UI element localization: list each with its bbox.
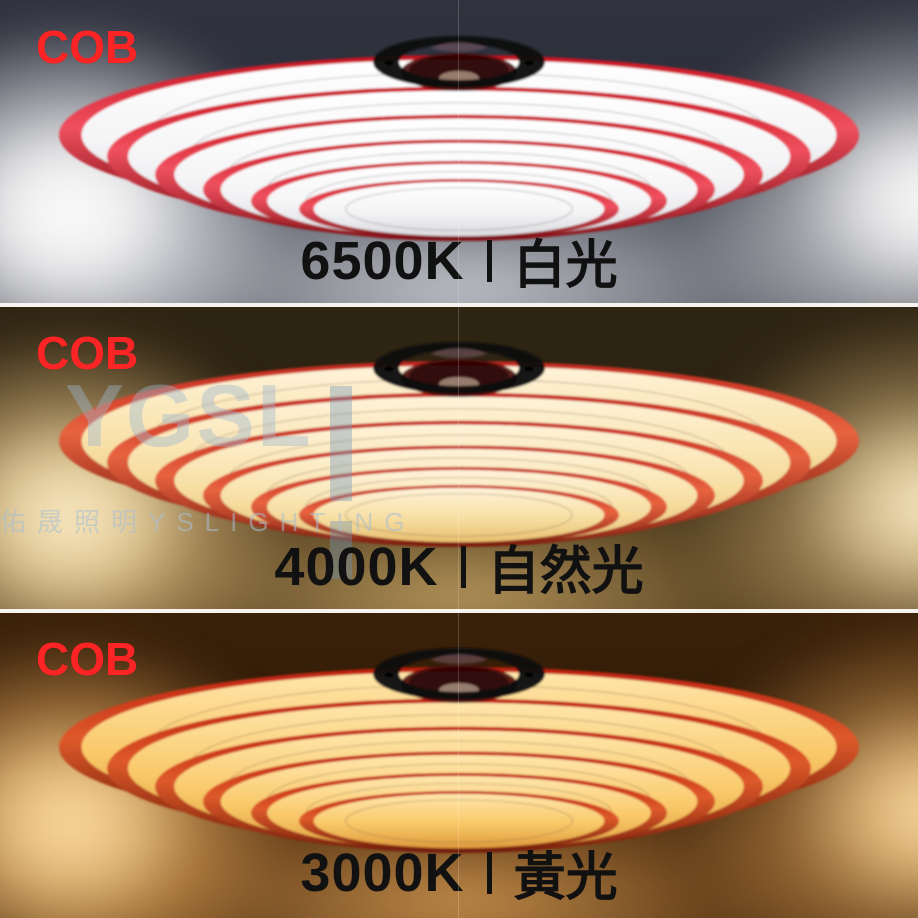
svg-text:YGSL: YGSL [65, 366, 313, 465]
